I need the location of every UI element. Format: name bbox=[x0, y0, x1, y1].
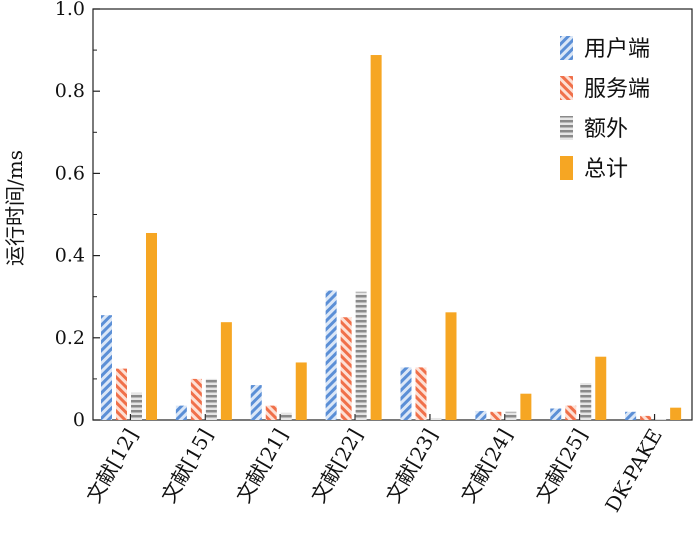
legend-swatch bbox=[560, 116, 573, 140]
bar-2-1 bbox=[265, 405, 277, 420]
bar-0-1 bbox=[116, 368, 127, 420]
x-tick-labels: 文献[12] 文献[15] 文献[21] 文献[22] 文献[23] 文献[24] 文献[2… bbox=[81, 425, 666, 517]
x-category-label: 文献[24] bbox=[456, 425, 517, 507]
x-category-label: 文献[21] bbox=[231, 425, 292, 507]
bar-4-3 bbox=[445, 312, 457, 420]
legend-swatch bbox=[560, 36, 573, 60]
bar-1-1 bbox=[190, 378, 202, 420]
bar-4-1 bbox=[415, 367, 427, 420]
bar-1-0 bbox=[175, 405, 187, 420]
legend-label: 总计 bbox=[584, 157, 628, 182]
legend-label: 服务端 bbox=[584, 77, 650, 102]
bar-5-0 bbox=[475, 410, 487, 420]
bar-5-2 bbox=[505, 411, 517, 420]
bar-2-0 bbox=[250, 385, 262, 420]
x-category-label: 文献[15] bbox=[156, 425, 217, 507]
bar-7-3 bbox=[670, 407, 682, 420]
bar-1-3 bbox=[220, 322, 232, 420]
bar-4-2 bbox=[430, 417, 442, 420]
bar-7-0 bbox=[625, 411, 637, 420]
x-category-label: 文献[25] bbox=[531, 425, 592, 507]
x-category-label: 文献[23] bbox=[381, 425, 442, 507]
legend-label: 额外 bbox=[584, 117, 628, 142]
axes: 0 0.2 0.4 0.6 0.8 1.0 bbox=[55, 0, 693, 431]
y-tick-label: 0.2 bbox=[55, 327, 85, 349]
bar-0-0 bbox=[101, 315, 112, 420]
x-category-label: DK-PAKE bbox=[600, 425, 667, 517]
legend-label: 用户端 bbox=[584, 37, 650, 62]
y-tick-label: 0.8 bbox=[55, 80, 85, 102]
bar-6-1 bbox=[565, 405, 577, 420]
y-tick-label: 0.4 bbox=[55, 245, 85, 267]
bar-6-0 bbox=[550, 408, 562, 420]
y-axis-label: 运行时间/ms bbox=[3, 150, 27, 266]
x-category-label: 文献[22] bbox=[306, 425, 367, 507]
y-tick-label: 1.0 bbox=[55, 0, 85, 20]
bar-5-3 bbox=[520, 393, 532, 420]
bar-6-2 bbox=[580, 383, 592, 420]
bar-3-1 bbox=[340, 317, 352, 420]
bar-3-3 bbox=[370, 55, 382, 420]
bar-2-2 bbox=[280, 412, 292, 420]
bar-4-0 bbox=[400, 367, 412, 420]
bars-group bbox=[101, 55, 682, 420]
y-tick-label: 0 bbox=[73, 409, 85, 431]
y-tick-label: 0.6 bbox=[55, 162, 85, 184]
bar-7-1 bbox=[640, 415, 652, 420]
bar-5-1 bbox=[490, 411, 502, 420]
bar-0-3 bbox=[146, 232, 157, 420]
bar-3-2 bbox=[355, 291, 367, 420]
legend-swatch bbox=[560, 76, 573, 100]
x-category-label: 文献[12] bbox=[81, 425, 142, 507]
bar-3-0 bbox=[325, 290, 337, 420]
legend-swatch bbox=[560, 156, 573, 180]
bar-0-2 bbox=[131, 392, 142, 420]
bar-2-3 bbox=[295, 362, 307, 420]
bar-1-2 bbox=[205, 378, 217, 420]
bar-7-2 bbox=[655, 419, 667, 420]
bar-6-3 bbox=[595, 356, 607, 420]
